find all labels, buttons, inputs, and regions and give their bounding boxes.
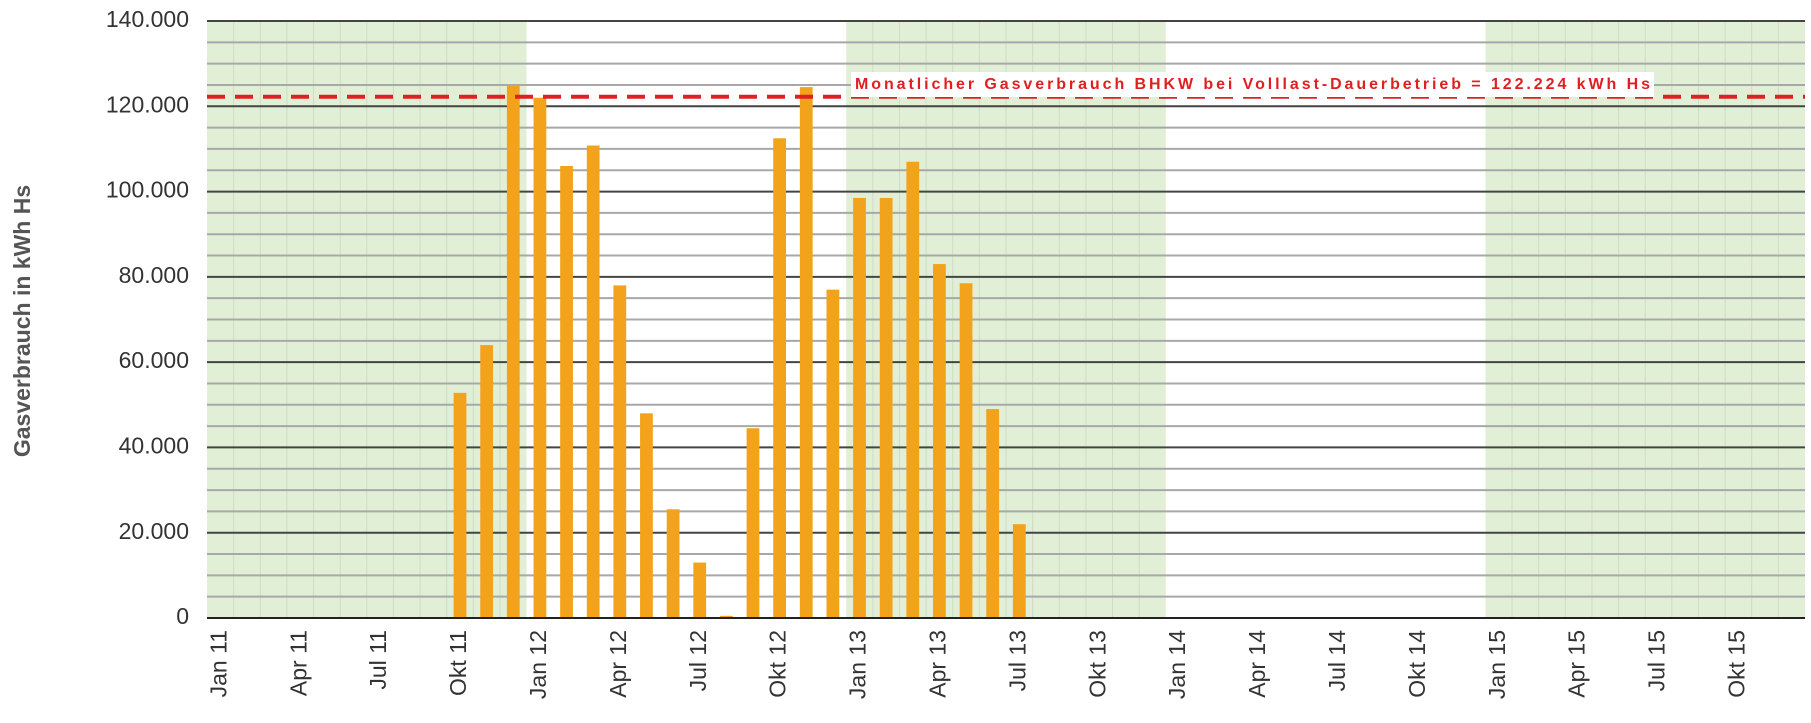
y-tick-label: 120.000 [106,91,189,117]
x-tick-label: Jan 15 [1484,630,1510,699]
y-tick-label: 0 [176,603,189,629]
bar [666,509,680,618]
y-tick-label: 100.000 [106,177,189,203]
y-tick-label: 20.000 [119,518,189,544]
x-tick-label: Apr 14 [1244,630,1270,698]
bar [959,283,973,618]
bar [799,87,813,618]
bar [480,345,494,618]
bar [586,145,600,618]
bar [453,392,467,618]
bar [879,197,893,619]
bar [933,264,946,618]
x-tick-label: Okt 15 [1723,630,1749,698]
x-tick-label: Jan 12 [525,630,551,699]
bar [853,197,866,619]
bar [613,285,627,618]
y-tick-label: 140.000 [106,6,189,32]
x-tick-label: Jan 14 [1164,630,1190,699]
x-tick-label: Jul 12 [685,630,711,691]
bar [719,615,733,618]
bar [533,97,547,618]
bar [986,409,1000,618]
x-tick-label: Apr 15 [1564,630,1590,698]
bar [906,161,920,618]
bar [506,84,520,618]
x-tick-label: Apr 13 [924,630,950,698]
x-tick-label: Okt 13 [1084,630,1110,698]
x-tick-label: Okt 12 [765,630,791,698]
y-tick-label: 40.000 [119,433,189,459]
x-tick-label: Apr 12 [605,630,631,698]
bar [693,562,707,618]
bar [1012,524,1026,618]
bar [560,165,573,618]
bar [773,138,787,618]
x-tick-label: Jan 13 [845,630,871,699]
x-tick-label: Jul 15 [1644,630,1670,691]
x-tick-label: Jul 11 [365,630,391,690]
y-tick-label: 80.000 [119,262,189,288]
y-tick-label: 60.000 [119,347,189,373]
bar [746,428,760,618]
x-tick-label: Jul 13 [1004,630,1030,691]
y-axis-title: Gasverbrauch in kWh Hs [9,185,35,457]
annotation-box [851,72,1654,97]
x-tick-label: Okt 11 [445,630,471,696]
x-tick-label: Okt 14 [1404,630,1430,698]
bar [826,289,840,618]
x-tick-label: Jan 11 [205,630,231,697]
x-tick-label: Apr 11 [285,630,311,696]
bar [640,413,653,618]
x-tick-label: Jul 14 [1324,630,1350,692]
